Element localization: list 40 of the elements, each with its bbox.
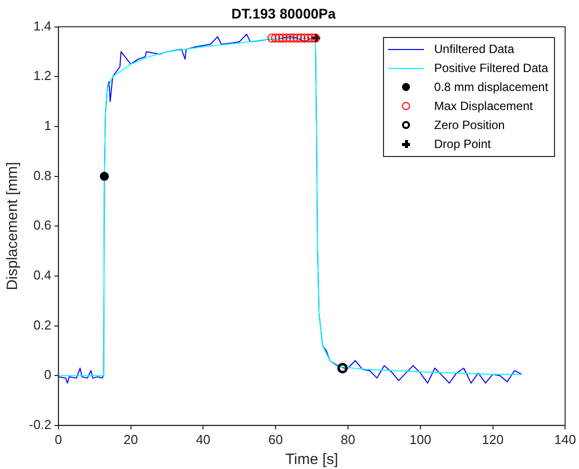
legend-label: Unfiltered Data xyxy=(434,42,514,56)
legend-label: Drop Point xyxy=(434,137,491,152)
point xyxy=(286,34,295,43)
y-tick-label: 0.4 xyxy=(33,268,52,283)
legend-label: 0.8 mm displacement xyxy=(434,80,548,94)
point xyxy=(289,34,298,43)
y-tick-label: 1.4 xyxy=(33,18,52,34)
point xyxy=(278,34,288,43)
x-tick-label: 100 xyxy=(410,432,432,447)
y-tick-label: 1.2 xyxy=(33,68,52,84)
x-axis-title: Time [s] xyxy=(285,451,338,468)
x-tick-label: 120 xyxy=(482,432,504,447)
y-tick-label: 0.2 xyxy=(33,317,52,332)
x-tick-label: 0 xyxy=(54,432,62,447)
y-tick-label: 0.6 xyxy=(33,218,52,233)
x-tick-label: 60 xyxy=(268,432,283,447)
point xyxy=(292,34,302,43)
x-tick-label: 80 xyxy=(340,432,356,447)
y-axis-title: Displacement [mm] xyxy=(4,162,22,290)
point xyxy=(337,362,348,374)
point xyxy=(296,34,306,43)
y-tick-label: -0.2 xyxy=(28,416,52,432)
point xyxy=(100,172,109,181)
chart-title: DT.193 80000Pa xyxy=(231,5,336,22)
point xyxy=(304,34,313,43)
y-tick-label: 1 xyxy=(44,118,52,134)
point xyxy=(300,34,310,43)
legend-label: Max Displacement xyxy=(434,99,533,114)
point xyxy=(267,34,276,43)
point xyxy=(307,34,316,43)
legend-label: Zero Position xyxy=(434,118,505,132)
legend-label: Positive Filtered Data xyxy=(434,61,548,76)
y-tick-label: 0 xyxy=(44,367,52,382)
point xyxy=(271,34,280,43)
point xyxy=(274,34,284,43)
x-tick-label: 40 xyxy=(196,432,210,447)
x-tick-label: 140 xyxy=(554,432,576,447)
point xyxy=(282,34,291,43)
y-tick-label: 0.8 xyxy=(33,168,52,183)
x-tick-label: 20 xyxy=(124,432,138,447)
